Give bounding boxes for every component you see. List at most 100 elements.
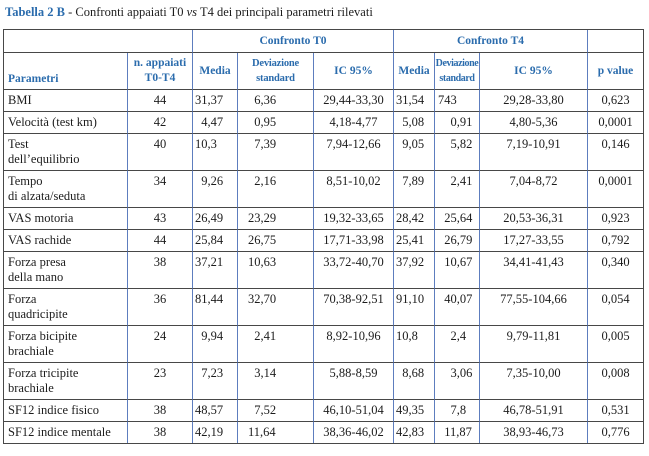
- column-header-dev-std-t4: Deviazione standard: [435, 53, 480, 90]
- cell-dev-std-t4: 011,87: [435, 422, 480, 443]
- table-row: Forza bicipite brachiale2409,9402,418,92…: [4, 326, 643, 363]
- cell-p-value: 0,923: [588, 208, 643, 230]
- cell-ic95-t4: 7,19-10,91: [480, 134, 588, 171]
- cell-media-t0: 10,3: [193, 134, 238, 171]
- cell-media-t4: 91,10: [394, 289, 435, 326]
- column-header-n-appaiati: n. appaiati T0-T4: [128, 53, 193, 90]
- cell-media-t0: 31,37: [193, 90, 238, 112]
- cell-dev-std-t0: 10,63: [238, 252, 314, 289]
- cell-media-t0: 25,84: [193, 230, 238, 252]
- cell-parametro: Forza tricipite brachiale: [4, 363, 128, 400]
- cell-dev-std-t0: 23,29: [238, 208, 314, 230]
- cell-n-appaiati: 42: [128, 112, 193, 134]
- cell-media-t0: 81,44: [193, 289, 238, 326]
- cell-n-appaiati: 44: [128, 230, 193, 252]
- table-caption: Tabella 2 B - Confronti appaiati T0 vs T…: [5, 5, 649, 20]
- cell-n-appaiati: 24: [128, 326, 193, 363]
- cell-dev-std-t4: 040,07: [435, 289, 480, 326]
- table-row: VAS motoria4326,4923,2919,32-33,6528,420…: [4, 208, 643, 230]
- table-row: Tempo di alzata/seduta3409,2602,168,51-1…: [4, 171, 643, 208]
- cell-p-value: 0,054: [588, 289, 643, 326]
- cell-dev-std-t4: 743: [435, 90, 480, 112]
- comparison-table: Confronto T0 Confronto T4 Parametri n. a…: [3, 29, 644, 444]
- table-row: Forza presa della mano 38 37,21 10,63 33,72-…: [4, 252, 643, 289]
- cell-ic95-t0: 33,72-40,70: [314, 252, 394, 289]
- cell-dev-std-t0: 06,36: [238, 90, 314, 112]
- cell-dev-std-t4: 026,79: [435, 230, 480, 252]
- cell-ic95-t4: 9,79-11,81: [480, 326, 588, 363]
- table-row: Forza quadricipite 36 81,44 32,70 70,38-92,5…: [4, 289, 643, 326]
- cell-media-t4: 37,92: [394, 252, 435, 289]
- cell-parametro: Forza bicipite brachiale: [4, 326, 128, 363]
- column-header-ic95-t4: IC 95%: [480, 53, 588, 90]
- cell-n-appaiati: 38: [128, 252, 193, 289]
- cell-media-t4: 28,42: [394, 208, 435, 230]
- cell-p-value: 0,623: [588, 90, 643, 112]
- cell-dev-std-t0: 07,52: [238, 400, 314, 422]
- cell-ic95-t0: 38,36-46,02: [314, 422, 394, 443]
- cell-dev-std-t0: 32,70: [238, 289, 314, 326]
- cell-dev-std-t0: 07,39: [238, 134, 314, 171]
- cell-media-t4: 25,41: [394, 230, 435, 252]
- cell-n-appaiati: 23: [128, 363, 193, 400]
- cell-dev-std-t4: 010,67: [435, 252, 480, 289]
- caption-text-2: T4 dei principali parametri rilevati: [197, 5, 373, 19]
- cell-p-value: 0,005: [588, 326, 643, 363]
- column-header-parametri: Parametri: [4, 53, 128, 90]
- cell-dev-std-t4: 025,64: [435, 208, 480, 230]
- cell-dev-std-t0: 03,14: [238, 363, 314, 400]
- cell-ic95-t4: 7,04-8,72: [480, 171, 588, 208]
- column-header-media-t0: Media: [193, 53, 238, 90]
- cell-parametro: SF12 indice mentale: [4, 422, 128, 443]
- cell-media-t4: 31,54: [394, 90, 435, 112]
- cell-dev-std-t0: 02,41: [238, 326, 314, 363]
- column-header-row: Parametri n. appaiati T0-T4 Media Deviaz…: [4, 53, 643, 90]
- cell-ic95-t4: 20,53-36,31: [480, 208, 588, 230]
- cell-n-appaiati: 44: [128, 90, 193, 112]
- column-header-ic95-t0: IC 95%: [314, 53, 394, 90]
- cell-p-value: 0,0001: [588, 171, 643, 208]
- cell-p-value: 0,792: [588, 230, 643, 252]
- cell-ic95-t0: 7,94-12,66: [314, 134, 394, 171]
- cell-ic95-t4: 7,35-10,00: [480, 363, 588, 400]
- caption-label: Tabella 2 B: [5, 5, 65, 19]
- cell-ic95-t4: 17,27-33,55: [480, 230, 588, 252]
- cell-ic95-t0: 70,38-92,51: [314, 289, 394, 326]
- cell-dev-std-t4: 000,91: [435, 112, 480, 134]
- cell-dev-std-t0: 26,75: [238, 230, 314, 252]
- table-row: SF12 indice fisico3848,5707,5246,10-51,0…: [4, 400, 643, 422]
- column-header-media-t4: Media: [394, 53, 435, 90]
- cell-media-t0: 09,26: [193, 171, 238, 208]
- cell-dev-std-t4: 007,8: [435, 400, 480, 422]
- cell-ic95-t4: 34,41-41,43: [480, 252, 588, 289]
- cell-media-t4: 08,68: [394, 363, 435, 400]
- cell-p-value: 0,531: [588, 400, 643, 422]
- cell-dev-std-t0: 11,64: [238, 422, 314, 443]
- table-row: Test dell’equilibrio4010,307,397,94-12,6…: [4, 134, 643, 171]
- cell-media-t0: 04,47: [193, 112, 238, 134]
- cell-media-t4: 49,35: [394, 400, 435, 422]
- cell-p-value: 0,0001: [588, 112, 643, 134]
- cell-media-t4: 07,89: [394, 171, 435, 208]
- cell-n-appaiati: 38: [128, 400, 193, 422]
- cell-p-value: 0,340: [588, 252, 643, 289]
- cell-dev-std-t0: 00,95: [238, 112, 314, 134]
- cell-p-value: 0,008: [588, 363, 643, 400]
- table-row: Forza tricipite brachiale2307,2303,145,8…: [4, 363, 643, 400]
- cell-parametro: VAS motoria: [4, 208, 128, 230]
- table-row: SF12 indice mentale 38 42,19 11,64 38,36-46,…: [4, 422, 643, 443]
- cell-ic95-t4: 29,28-33,80: [480, 90, 588, 112]
- cell-ic95-t4: 38,93-46,73: [480, 422, 588, 443]
- cell-parametro: Forza quadricipite: [4, 289, 128, 326]
- cell-ic95-t0: 46,10-51,04: [314, 400, 394, 422]
- column-header-p-value: p value: [588, 53, 643, 90]
- group-header-confronto-t4: Confronto T4: [394, 30, 588, 53]
- cell-p-value: 0,146: [588, 134, 643, 171]
- caption-text: Confronti appaiati T0: [75, 5, 187, 19]
- cell-media-t0: 09,94: [193, 326, 238, 363]
- cell-dev-std-t4: 002,41: [435, 171, 480, 208]
- cell-ic95-t0: 29,44-33,30: [314, 90, 394, 112]
- cell-parametro: Test dell’equilibrio: [4, 134, 128, 171]
- cell-dev-std-t4: 003,06: [435, 363, 480, 400]
- cell-n-appaiati: 40: [128, 134, 193, 171]
